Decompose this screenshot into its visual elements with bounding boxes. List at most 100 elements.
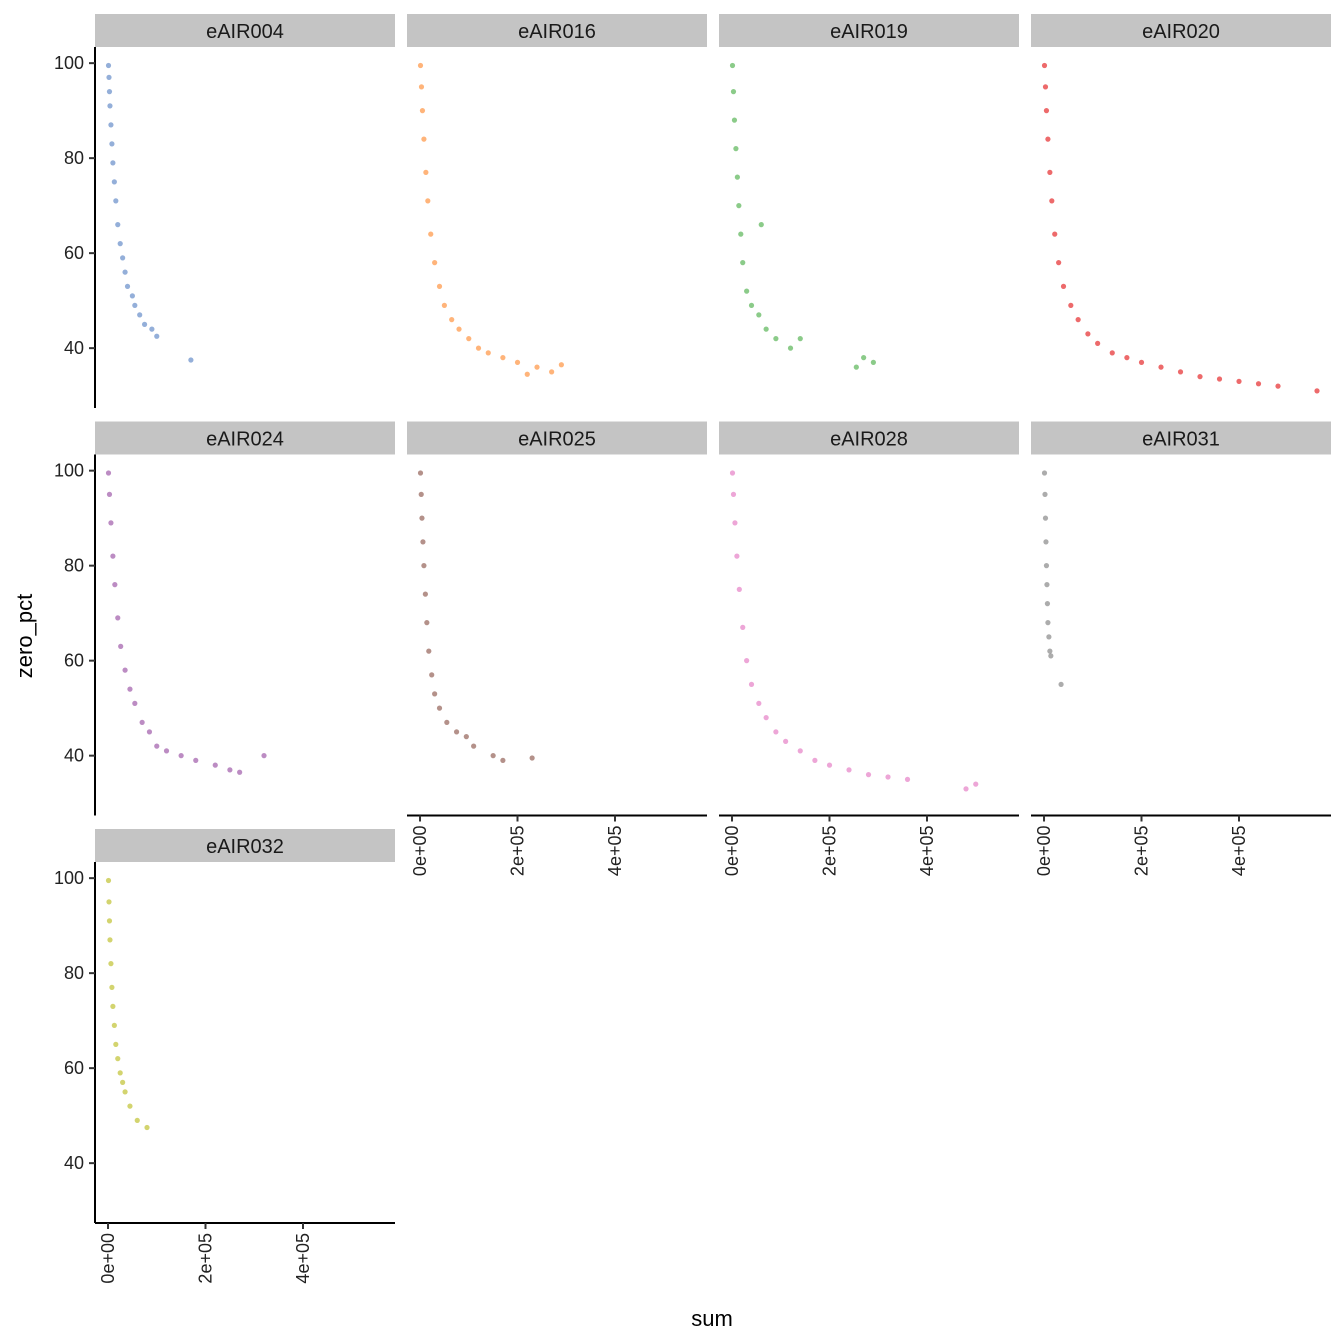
point (748, 681, 755, 688)
point (1109, 350, 1115, 356)
point (144, 1124, 150, 1131)
point (963, 786, 969, 792)
point (870, 359, 876, 365)
point (188, 357, 194, 363)
strip (719, 421, 1019, 455)
strip-label: eAIR031 (1142, 429, 1220, 451)
point (1058, 681, 1064, 688)
y-tick-label: 60 (64, 1058, 84, 1078)
point (417, 62, 424, 69)
point (729, 62, 736, 69)
point (826, 762, 833, 768)
strip (1031, 421, 1331, 455)
x-tick-label: 4e+05 (293, 1233, 313, 1284)
y-tick-label: 40 (64, 746, 84, 766)
point (1043, 563, 1050, 569)
point (106, 899, 112, 905)
point (424, 620, 430, 626)
x-tick-label: 0e+00 (98, 1233, 118, 1284)
point (763, 715, 769, 721)
y-tick-label: 80 (64, 556, 84, 576)
point (139, 719, 145, 726)
point (129, 293, 135, 299)
point (773, 729, 779, 735)
point (748, 302, 755, 308)
point (1042, 515, 1049, 521)
y-tick-label: 100 (54, 53, 84, 73)
point (763, 326, 769, 332)
point (558, 362, 564, 368)
point (1255, 381, 1262, 387)
point (106, 918, 113, 924)
point (853, 364, 859, 370)
point (758, 222, 764, 228)
point (110, 1003, 116, 1010)
point (111, 179, 117, 185)
point (904, 776, 911, 783)
point (773, 336, 779, 342)
point (421, 563, 427, 569)
point (1060, 283, 1067, 289)
point (110, 160, 116, 166)
point (1049, 198, 1055, 204)
strip (407, 421, 707, 455)
point (193, 757, 199, 764)
point (227, 767, 233, 773)
x-tick-label: 2e+05 (196, 1233, 216, 1284)
point (432, 691, 438, 697)
point (122, 269, 128, 275)
strip-label: eAIR020 (1142, 21, 1220, 43)
x-tick-label: 2e+05 (508, 826, 528, 877)
point (105, 62, 112, 69)
point (428, 231, 434, 237)
point (261, 753, 267, 759)
point (865, 772, 872, 778)
point (1216, 376, 1223, 382)
point (1095, 340, 1101, 346)
point (107, 937, 113, 943)
point (744, 288, 750, 294)
strip-label: eAIR019 (830, 21, 908, 43)
point (137, 312, 143, 318)
point (453, 729, 460, 735)
point (1044, 601, 1051, 607)
point (124, 283, 131, 289)
point (1056, 260, 1062, 266)
point (117, 1070, 123, 1076)
point (485, 350, 491, 356)
strip-label: eAIR025 (518, 429, 596, 451)
point (141, 321, 148, 327)
point (736, 203, 742, 209)
x-tick-label: 2e+05 (1132, 826, 1152, 877)
point (419, 108, 426, 114)
x-tick-label: 0e+00 (1034, 826, 1054, 877)
point (973, 781, 979, 787)
point (418, 491, 424, 497)
strip (95, 421, 395, 455)
strip (1031, 14, 1331, 47)
strip-label: eAIR028 (830, 429, 908, 451)
point (466, 336, 472, 342)
point (1197, 374, 1203, 380)
point (846, 767, 852, 773)
x-tick-label: 2e+05 (820, 826, 840, 877)
point (118, 643, 124, 650)
point (1075, 317, 1081, 323)
point (471, 743, 477, 749)
y-axis-title: zero_pct (12, 594, 37, 678)
point (113, 1041, 119, 1047)
point (122, 667, 128, 673)
point (500, 757, 506, 764)
point (117, 241, 123, 247)
point (444, 719, 450, 726)
point (421, 136, 427, 142)
point (1047, 169, 1053, 175)
point (107, 103, 113, 109)
point (783, 738, 789, 745)
point (1042, 84, 1049, 90)
point (212, 762, 218, 768)
strip-label: eAIR016 (518, 21, 596, 43)
point (738, 231, 744, 237)
point (418, 84, 425, 90)
point (500, 355, 506, 361)
